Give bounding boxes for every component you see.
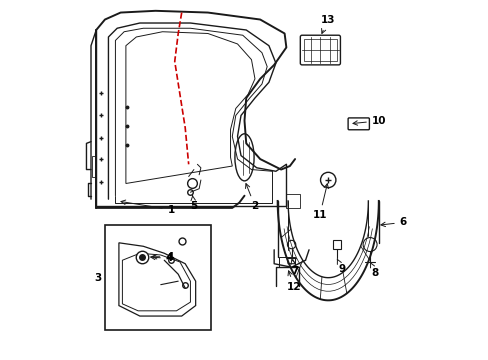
Text: 4: 4 — [165, 252, 173, 262]
Text: 3: 3 — [94, 273, 102, 283]
Text: 5: 5 — [190, 195, 197, 211]
Bar — [332, 240, 341, 249]
Text: 1: 1 — [121, 200, 175, 215]
Bar — [304, 39, 336, 61]
Bar — [92, 156, 96, 176]
Bar — [286, 194, 300, 208]
Bar — [105, 225, 211, 330]
Text: 13: 13 — [320, 15, 334, 33]
Text: 10: 10 — [352, 116, 386, 126]
Text: 11: 11 — [312, 184, 328, 220]
Text: 2: 2 — [245, 184, 258, 211]
Text: 9: 9 — [337, 259, 345, 274]
Text: 7: 7 — [290, 260, 298, 276]
Text: 6: 6 — [380, 217, 406, 228]
Text: 12: 12 — [286, 271, 301, 292]
Text: 4: 4 — [150, 253, 173, 264]
Text: 8: 8 — [369, 262, 378, 278]
